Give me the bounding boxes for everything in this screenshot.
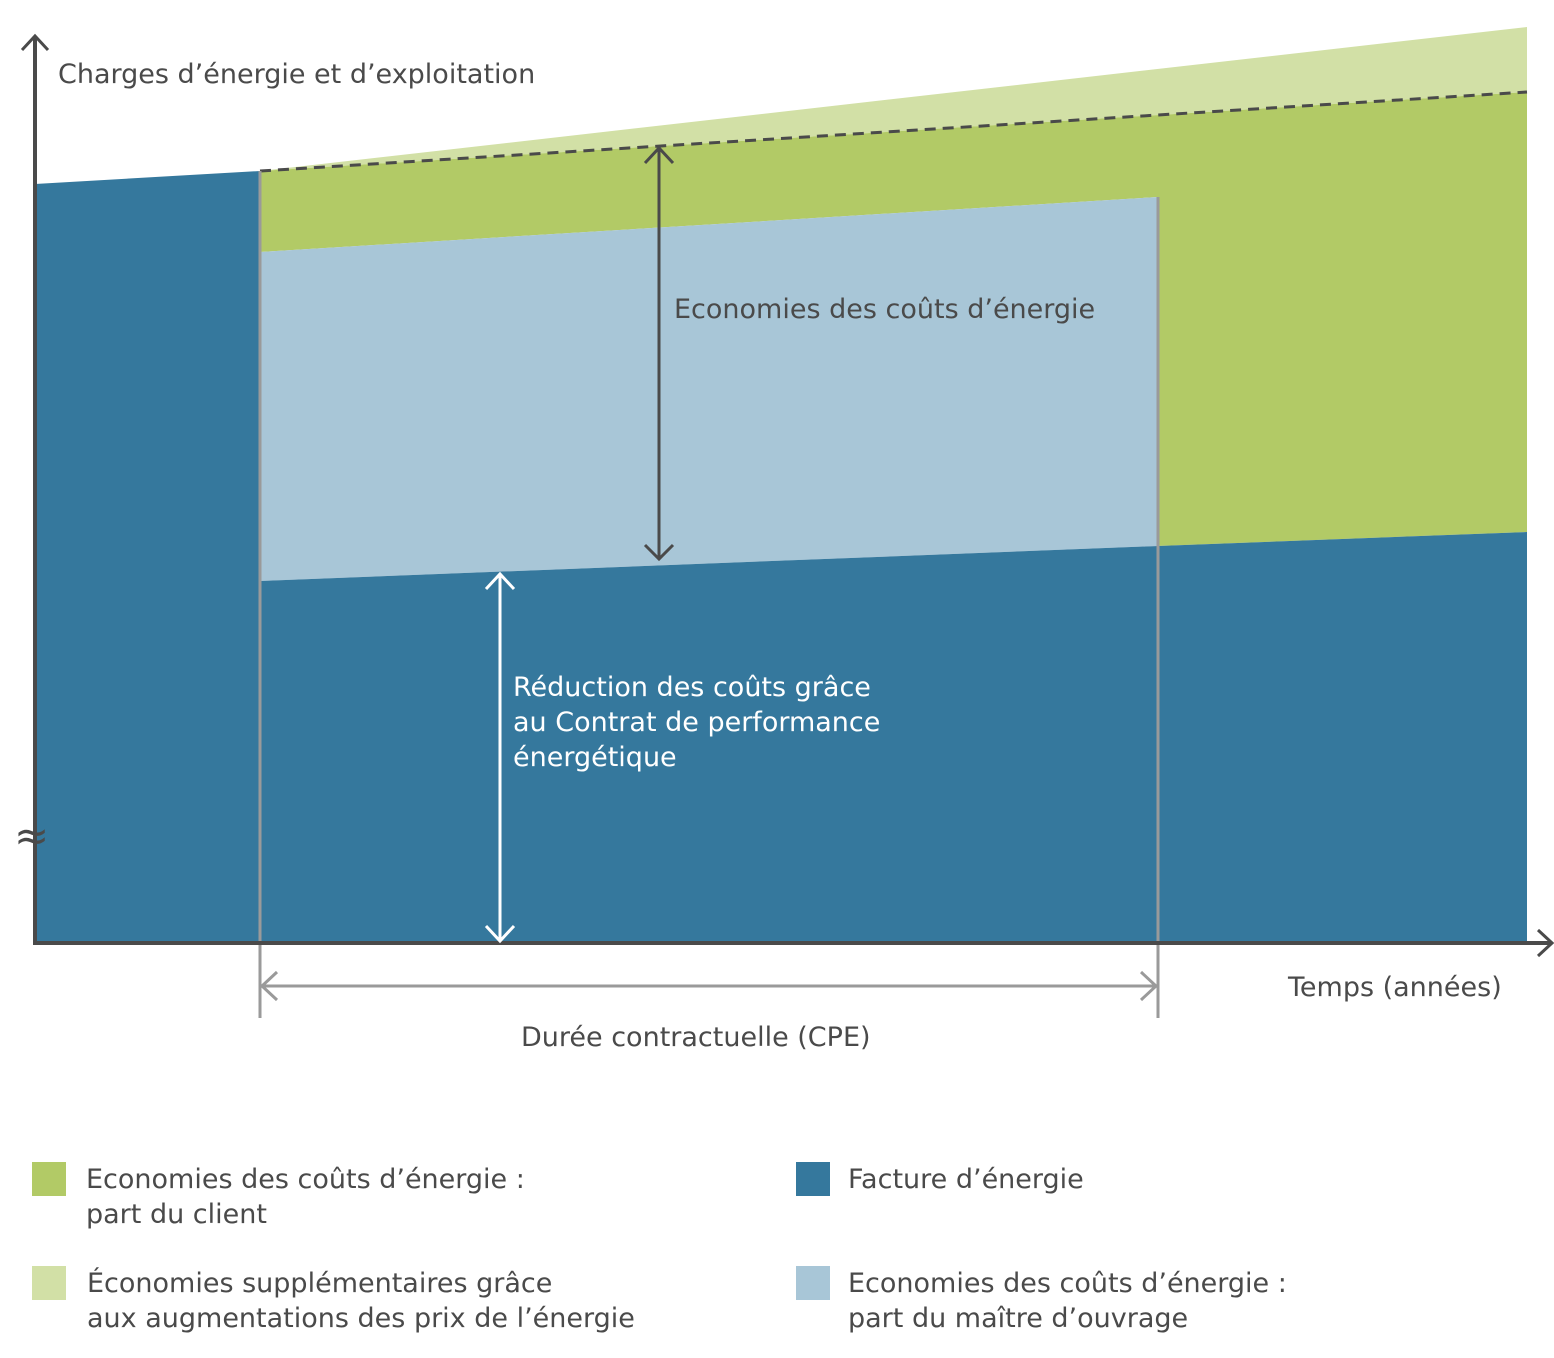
- legend-swatch-client-savings: [32, 1162, 66, 1196]
- reduction-label-line-2: au Contrat de performance: [513, 707, 881, 738]
- legend-label: Facture d’énergie: [848, 1164, 1084, 1195]
- legend-label: Économies supplémentaires grâce: [87, 1268, 553, 1299]
- reduction-arrow-head-bottom: [484, 924, 516, 944]
- legend-swatch-extra-savings: [32, 1266, 66, 1300]
- legend-label: part du maître d’ouvrage: [848, 1303, 1189, 1334]
- legend-label: part du client: [86, 1199, 267, 1230]
- duration-arrow-head-left: [259, 970, 279, 1002]
- reduction-label-line-1: Réduction des coûts grâce: [513, 672, 871, 703]
- area-energy-bill-after: [260, 532, 1527, 943]
- y-axis-label: Charges d’énergie et d’exploitation: [58, 59, 536, 90]
- y-axis-arrowhead: [20, 33, 50, 52]
- axis-break-symbol: ≈: [14, 811, 50, 860]
- baseline-dashed-line: [259, 90, 1528, 173]
- duration-arrow-head-right: [1139, 970, 1159, 1002]
- area-energy-bill-before: [35, 171, 260, 943]
- x-axis-label: Temps (années): [1288, 972, 1502, 1003]
- legend-swatch-energy-bill: [796, 1162, 830, 1196]
- area-owner-savings: [260, 197, 1158, 581]
- savings-label: Economies des coûts d’énergie: [674, 294, 1096, 325]
- reduction-arrow-head-top: [484, 571, 516, 591]
- legend-label: aux augmentations des prix de l’énergie: [87, 1303, 635, 1334]
- legend-swatch-owner-savings: [796, 1266, 830, 1300]
- savings-arrow-head-bottom: [643, 543, 675, 562]
- area-client-savings: [260, 92, 1527, 546]
- area-extra-savings: [260, 27, 1527, 171]
- legend-label: Economies des coûts d’énergie :: [848, 1268, 1287, 1299]
- duration-label: Durée contractuelle (CPE): [521, 1022, 871, 1053]
- reduction-label-line-3: énergétique: [513, 742, 677, 773]
- legend-label: Economies des coûts d’énergie :: [86, 1164, 525, 1195]
- x-axis-arrowhead: [1536, 928, 1554, 958]
- savings-arrow-head-top: [643, 145, 675, 165]
